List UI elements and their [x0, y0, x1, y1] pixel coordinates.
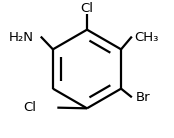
Text: Cl: Cl — [81, 2, 93, 15]
Text: Cl: Cl — [24, 101, 37, 114]
Text: H₂N: H₂N — [9, 31, 34, 44]
Text: CH₃: CH₃ — [135, 31, 159, 44]
Text: Br: Br — [136, 91, 151, 104]
